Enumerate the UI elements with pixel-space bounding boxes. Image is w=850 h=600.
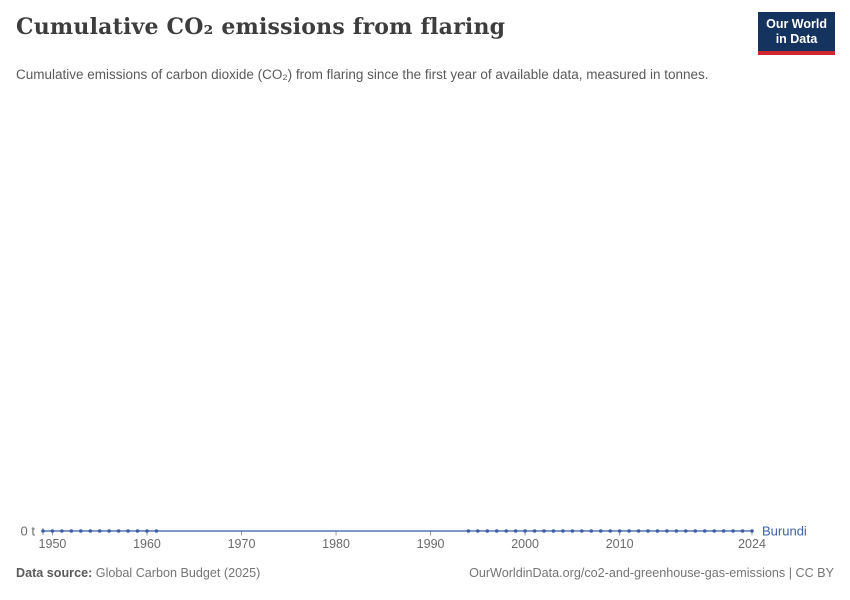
header: Cumulative CO₂ emissions from flaring bbox=[16, 14, 755, 40]
data-point-marker[interactable] bbox=[79, 529, 83, 533]
data-point-marker[interactable] bbox=[750, 529, 754, 533]
data-point-marker[interactable] bbox=[116, 529, 121, 533]
data-point-marker[interactable] bbox=[646, 529, 650, 533]
data-point-marker[interactable] bbox=[476, 529, 480, 533]
data-point-marker[interactable] bbox=[731, 529, 735, 533]
credit-line: OurWorldinData.org/co2-and-greenhouse-ga… bbox=[469, 566, 834, 580]
data-point-marker[interactable] bbox=[126, 529, 130, 533]
x-axis-tick-label: 2000 bbox=[511, 537, 539, 551]
data-point-marker[interactable] bbox=[485, 529, 490, 533]
data-point-marker[interactable] bbox=[655, 529, 660, 533]
data-point-marker[interactable] bbox=[97, 529, 102, 533]
data-point-marker[interactable] bbox=[589, 529, 594, 533]
data-point-marker[interactable] bbox=[107, 529, 111, 533]
data-point-marker[interactable] bbox=[674, 529, 679, 533]
data-point-marker[interactable] bbox=[41, 529, 45, 533]
x-axis-tick-label: 1960 bbox=[133, 537, 161, 551]
page-title: Cumulative CO₂ emissions from flaring bbox=[16, 14, 506, 40]
data-point-marker[interactable] bbox=[154, 529, 159, 533]
data-point-marker[interactable] bbox=[88, 529, 93, 533]
data-point-marker[interactable] bbox=[617, 529, 622, 533]
data-point-marker[interactable] bbox=[551, 529, 556, 533]
data-point-marker[interactable] bbox=[712, 529, 716, 533]
data-source: Data source: Global Carbon Budget (2025) bbox=[16, 566, 260, 580]
data-point-marker[interactable] bbox=[69, 529, 74, 533]
x-axis-tick-label: 1980 bbox=[322, 537, 350, 551]
data-point-marker[interactable] bbox=[580, 529, 584, 533]
data-point-marker[interactable] bbox=[636, 529, 641, 533]
data-source-value: Global Carbon Budget (2025) bbox=[95, 566, 261, 580]
data-point-marker[interactable] bbox=[740, 529, 745, 533]
x-axis-tick-label: 2010 bbox=[606, 537, 634, 551]
data-point-marker[interactable] bbox=[684, 529, 688, 533]
data-point-marker[interactable] bbox=[693, 529, 698, 533]
data-point-marker[interactable] bbox=[50, 529, 55, 533]
data-point-marker[interactable] bbox=[523, 529, 527, 533]
chart-canvas[interactable]: 1950 1960 1970 1980 1990 2000 2010 2024 0 t Burun… bbox=[0, 510, 850, 562]
owid-logo-line1: Our World bbox=[766, 17, 827, 31]
data-point-marker[interactable] bbox=[608, 529, 612, 533]
data-point-marker[interactable] bbox=[60, 529, 64, 533]
chart-plot-area[interactable]: 1950 1960 1970 1980 1990 2000 2010 2024 0 t Burun… bbox=[0, 510, 850, 562]
x-axis-tick-label: 1970 bbox=[228, 537, 256, 551]
data-point-marker[interactable] bbox=[494, 529, 499, 533]
data-source-label: Data source: bbox=[16, 566, 93, 580]
data-point-marker[interactable] bbox=[598, 529, 603, 533]
data-point-marker[interactable] bbox=[513, 529, 518, 533]
data-point-marker[interactable] bbox=[135, 529, 140, 533]
x-axis-tick-label: 1990 bbox=[417, 537, 445, 551]
data-point-marker[interactable] bbox=[504, 529, 509, 533]
data-point-marker[interactable] bbox=[570, 529, 575, 533]
chart-subtitle: Cumulative emissions of carbon dioxide (… bbox=[16, 66, 709, 82]
series-label[interactable]: Burundi bbox=[762, 524, 807, 539]
data-point-marker[interactable] bbox=[542, 529, 546, 533]
data-point-marker[interactable] bbox=[721, 529, 726, 533]
owid-logo-line2: in Data bbox=[775, 32, 818, 46]
data-point-marker[interactable] bbox=[532, 529, 537, 533]
data-point-marker[interactable] bbox=[665, 529, 669, 533]
data-point-marker[interactable] bbox=[627, 529, 631, 533]
data-point-marker[interactable] bbox=[466, 529, 471, 533]
chart-footer: Data source: Global Carbon Budget (2025)… bbox=[16, 566, 834, 580]
data-point-marker[interactable] bbox=[145, 529, 149, 533]
x-axis-tick-label: 2024 bbox=[738, 537, 766, 551]
data-point-marker[interactable] bbox=[561, 529, 565, 533]
owid-logo[interactable]: Our World in Data bbox=[758, 12, 835, 55]
y-axis-zero-label: 0 t bbox=[21, 524, 36, 539]
data-point-marker[interactable] bbox=[702, 529, 707, 533]
x-axis-tick-label: 1950 bbox=[39, 537, 67, 551]
